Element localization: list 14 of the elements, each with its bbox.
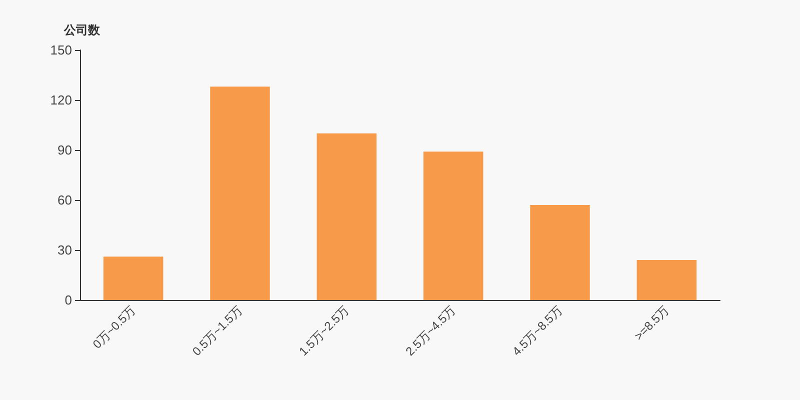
x-tick-label: 4.5万~8.5万 <box>510 303 565 358</box>
y-tick-label: 30 <box>58 242 72 258</box>
y-tick-label: 150 <box>50 42 72 58</box>
y-tick-label: 60 <box>58 192 72 208</box>
bar <box>316 133 377 300</box>
bar <box>103 256 164 300</box>
bar <box>636 260 697 300</box>
y-tick-label: 90 <box>58 142 72 158</box>
y-tick-label: 0 <box>64 292 72 308</box>
y-axis-title: 公司数 <box>63 23 101 37</box>
y-tick-label: 120 <box>50 92 72 108</box>
bar <box>210 86 270 300</box>
bar <box>423 152 484 300</box>
bar <box>530 205 590 300</box>
